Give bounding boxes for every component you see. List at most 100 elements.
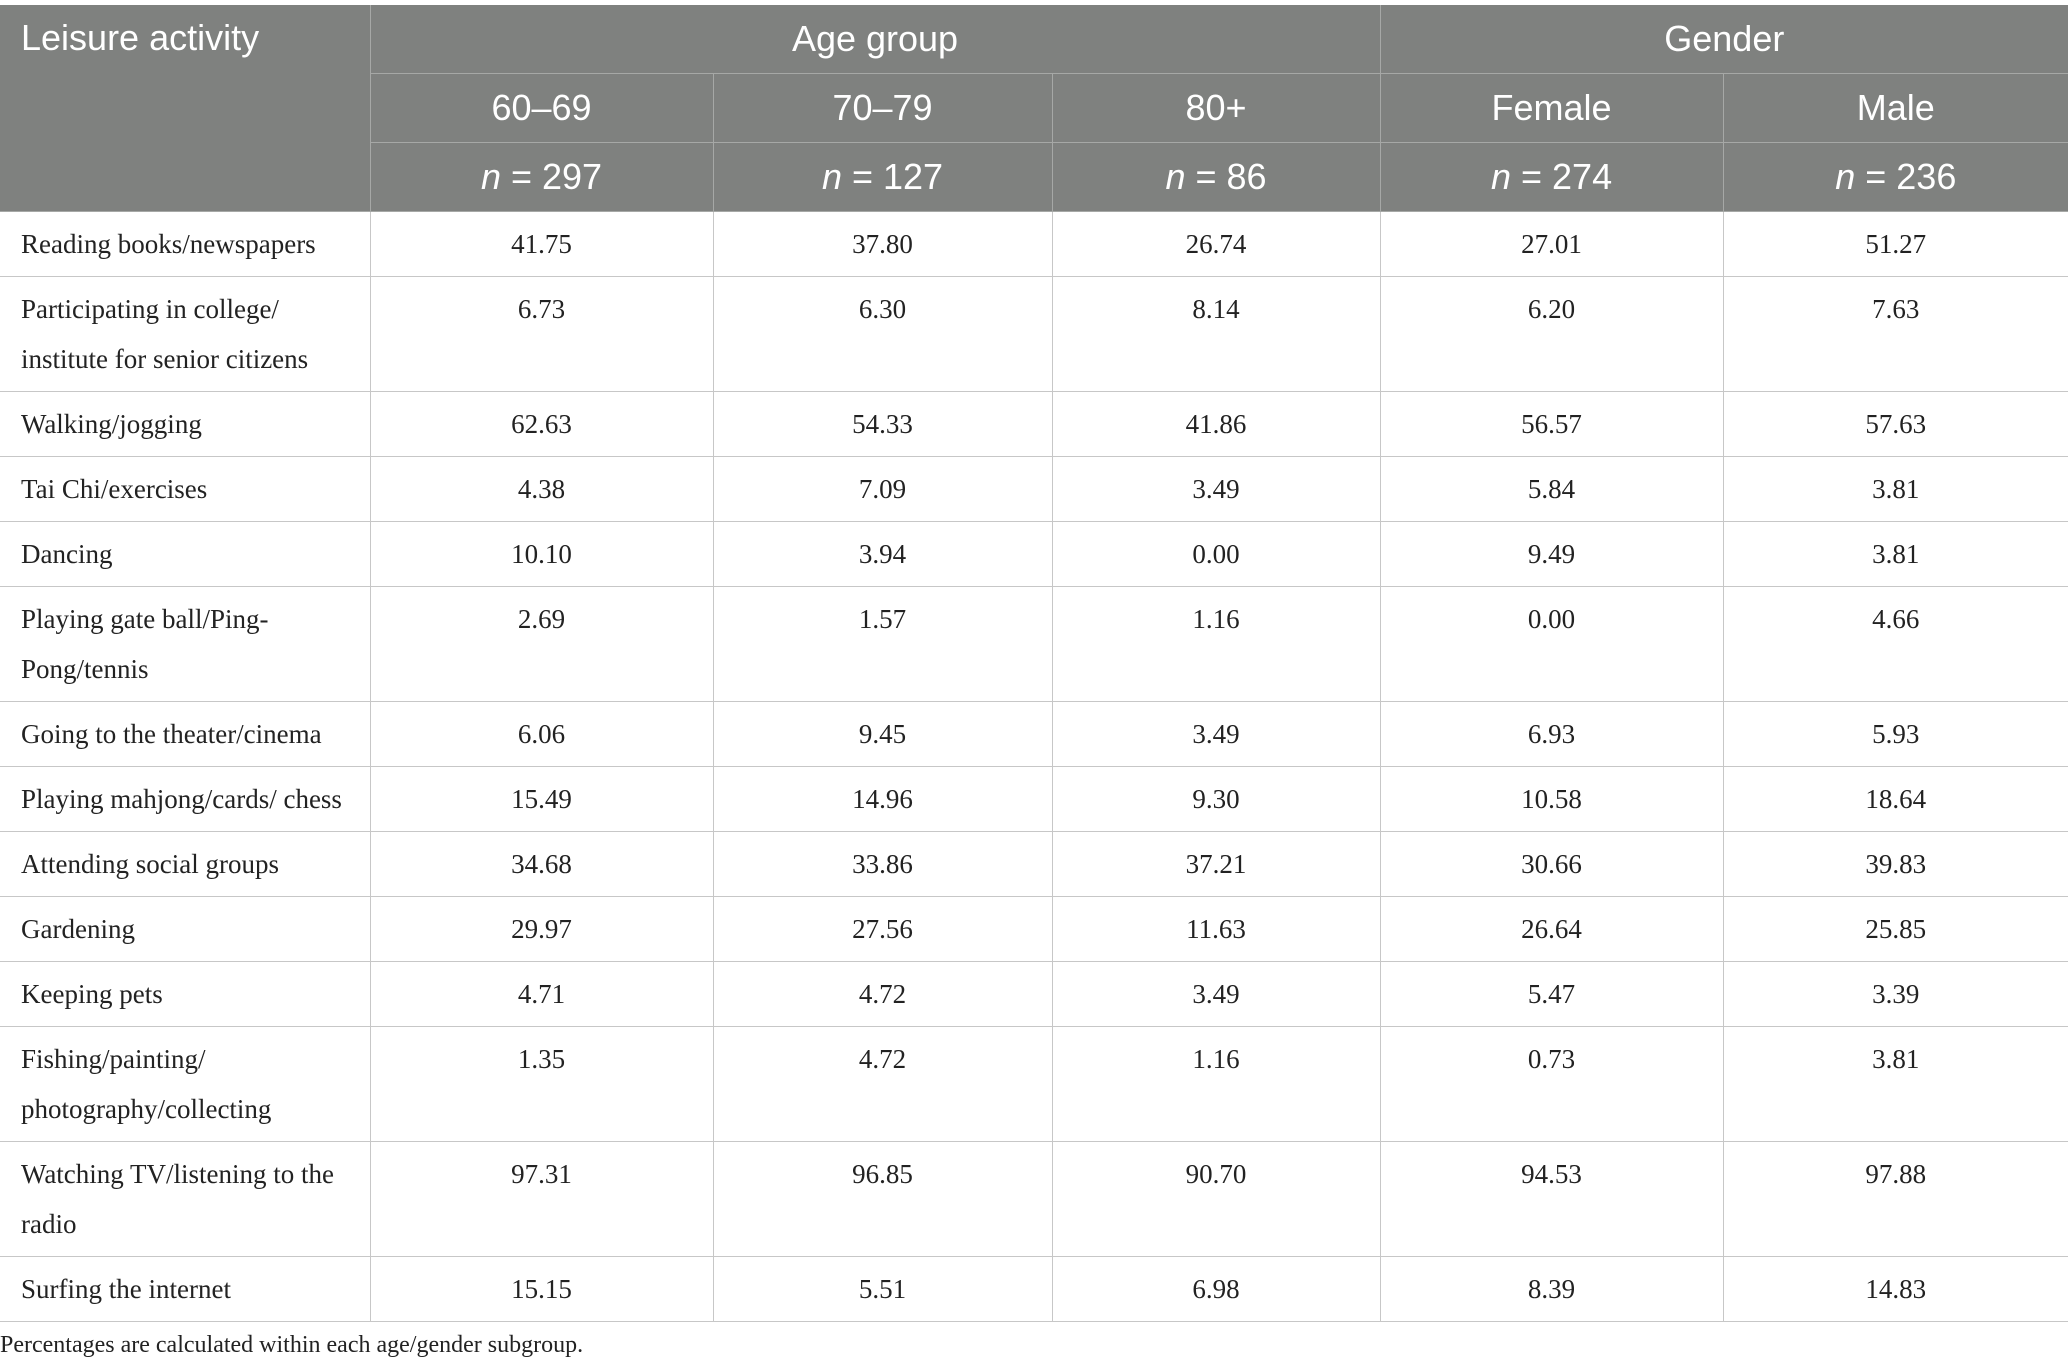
percentage-cell: 6.73 <box>369 276 713 392</box>
table-row: Watching TV/listening to the radio 97.31 9… <box>0 1141 2068 1257</box>
header-n-70-79: n = 127 <box>712 142 1052 212</box>
percentage-cell: 15.49 <box>369 766 713 832</box>
header-col-male: Male <box>1722 73 2068 143</box>
activity-label: Surfing the internet <box>0 1256 370 1322</box>
header-n-60-69: n = 297 <box>369 142 713 212</box>
percentage-cell: 51.27 <box>1722 211 2068 277</box>
percentage-cell: 9.49 <box>1379 521 1724 587</box>
table-header: Leisure activity Age group Gender 60–69 … <box>0 5 2068 212</box>
table-row: Gardening 29.97 27.56 11.63 26.64 25.85 <box>0 896 2068 962</box>
percentage-cell: 97.88 <box>1722 1141 2068 1257</box>
percentage-cell: 8.39 <box>1379 1256 1724 1322</box>
table-row: Tai Chi/exercises 4.38 7.09 3.49 5.84 3.81 <box>0 456 2068 522</box>
header-col-60-69: 60–69 <box>369 73 713 143</box>
percentage-cell: 39.83 <box>1722 831 2068 897</box>
n-count: = 127 <box>841 156 944 197</box>
percentage-cell: 15.15 <box>369 1256 713 1322</box>
percentage-cell: 3.39 <box>1722 961 2068 1027</box>
percentage-cell: 14.96 <box>712 766 1052 832</box>
percentage-cell: 3.49 <box>1051 961 1381 1027</box>
percentage-cell: 41.75 <box>369 211 713 277</box>
activity-label: Attending social groups <box>0 831 370 897</box>
n-symbol: n <box>1165 156 1186 197</box>
table-row: Attending social groups 34.68 33.86 37.21 30… <box>0 831 2068 897</box>
n-symbol: n <box>1835 156 1856 197</box>
n-count: = 86 <box>1185 156 1267 197</box>
header-gender: Gender <box>1379 5 2068 74</box>
percentage-cell: 6.20 <box>1379 276 1724 392</box>
activity-label: Watching TV/listening to the radio <box>0 1141 370 1257</box>
percentage-cell: 30.66 <box>1379 831 1724 897</box>
percentage-cell: 6.98 <box>1051 1256 1381 1322</box>
header-col-80-plus: 80+ <box>1051 73 1381 143</box>
table-row: Keeping pets 4.71 4.72 3.49 5.47 3.39 <box>0 961 2068 1027</box>
n-count: = 274 <box>1511 156 1613 197</box>
percentage-cell: 14.83 <box>1722 1256 2068 1322</box>
percentage-cell: 10.10 <box>369 521 713 587</box>
percentage-cell: 54.33 <box>712 391 1052 457</box>
n-symbol: n <box>480 156 501 197</box>
table-body: Reading books/newspapers 41.75 37.80 26.74 2… <box>0 211 2068 1322</box>
percentage-cell: 4.71 <box>369 961 713 1027</box>
percentage-cell: 37.80 <box>712 211 1052 277</box>
activity-label: Participating in college/ institute for … <box>0 276 370 392</box>
table-row: Surfing the internet 15.15 5.51 6.98 8.39 14.… <box>0 1256 2068 1322</box>
leisure-activity-table-container: Leisure activity Age group Gender 60–69 … <box>0 5 2068 1322</box>
percentage-cell: 27.01 <box>1379 211 1724 277</box>
percentage-cell: 33.86 <box>712 831 1052 897</box>
table-row: Reading books/newspapers 41.75 37.80 26.74 2… <box>0 211 2068 277</box>
percentage-cell: 3.49 <box>1051 456 1381 522</box>
n-count: = 297 <box>500 156 603 197</box>
header-n-80-plus: n = 86 <box>1051 142 1381 212</box>
table-row: Participating in college/ institute for … <box>0 276 2068 392</box>
header-col-70-79: 70–79 <box>712 73 1052 143</box>
table-footnote: Percentages are calculated within each a… <box>0 1332 584 1358</box>
table-row: Dancing 10.10 3.94 0.00 9.49 3.81 <box>0 521 2068 587</box>
percentage-cell: 0.73 <box>1379 1026 1724 1142</box>
percentage-cell: 4.72 <box>712 1026 1052 1142</box>
header-col-female: Female <box>1379 73 1724 143</box>
percentage-cell: 3.81 <box>1722 1026 2068 1142</box>
percentage-cell: 1.16 <box>1051 1026 1381 1142</box>
percentage-cell: 4.66 <box>1722 586 2068 702</box>
percentage-cell: 9.45 <box>712 701 1052 767</box>
leisure-activity-table: Leisure activity Age group Gender 60–69 … <box>0 5 2068 1322</box>
percentage-cell: 7.09 <box>712 456 1052 522</box>
percentage-cell: 8.14 <box>1051 276 1381 392</box>
percentage-cell: 10.58 <box>1379 766 1724 832</box>
percentage-cell: 4.72 <box>712 961 1052 1027</box>
header-n-female: n = 274 <box>1379 142 1724 212</box>
percentage-cell: 0.00 <box>1051 521 1381 587</box>
percentage-cell: 56.57 <box>1379 391 1724 457</box>
percentage-cell: 37.21 <box>1051 831 1381 897</box>
percentage-cell: 0.00 <box>1379 586 1724 702</box>
activity-label: Playing mahjong/cards/ chess <box>0 766 370 832</box>
activity-label: Tai Chi/exercises <box>0 456 370 522</box>
percentage-cell: 7.63 <box>1722 276 2068 392</box>
percentage-cell: 5.93 <box>1722 701 2068 767</box>
percentage-cell: 6.06 <box>369 701 713 767</box>
activity-label: Going to the theater/cinema <box>0 701 370 767</box>
percentage-cell: 41.86 <box>1051 391 1381 457</box>
percentage-cell: 6.30 <box>712 276 1052 392</box>
percentage-cell: 6.93 <box>1379 701 1724 767</box>
percentage-cell: 1.16 <box>1051 586 1381 702</box>
table-row: Playing gate ball/Ping-Pong/tennis 2.69 1.… <box>0 586 2068 702</box>
n-count: = 236 <box>1855 156 1957 197</box>
percentage-cell: 3.81 <box>1722 456 2068 522</box>
percentage-cell: 4.38 <box>369 456 713 522</box>
activity-label: Reading books/newspapers <box>0 211 370 277</box>
percentage-cell: 18.64 <box>1722 766 2068 832</box>
percentage-cell: 94.53 <box>1379 1141 1724 1257</box>
percentage-cell: 3.49 <box>1051 701 1381 767</box>
activity-label: Playing gate ball/Ping-Pong/tennis <box>0 586 370 702</box>
n-symbol: n <box>1490 156 1511 197</box>
header-age-group: Age group <box>369 5 1381 74</box>
percentage-cell: 96.85 <box>712 1141 1052 1257</box>
table-row: Playing mahjong/cards/ chess 15.49 14.96 9.… <box>0 766 2068 832</box>
table-row: Walking/jogging 62.63 54.33 41.86 56.57 57.63 <box>0 391 2068 457</box>
percentage-cell: 9.30 <box>1051 766 1381 832</box>
percentage-cell: 3.81 <box>1722 521 2068 587</box>
percentage-cell: 2.69 <box>369 586 713 702</box>
percentage-cell: 5.47 <box>1379 961 1724 1027</box>
